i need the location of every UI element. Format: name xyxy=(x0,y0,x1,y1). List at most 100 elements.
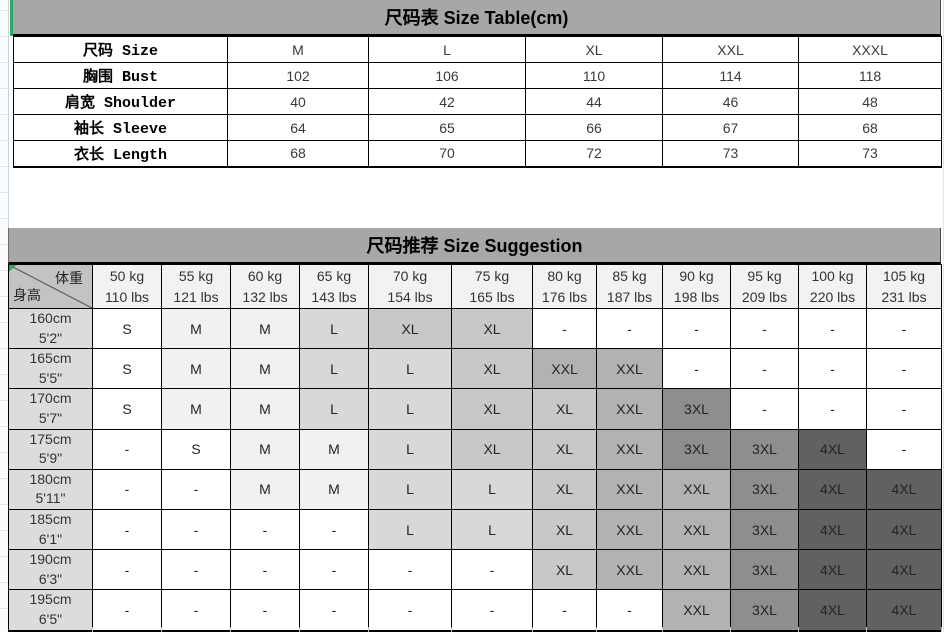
size-table-row: 胸围 Bust 102 106 110 114 118 xyxy=(13,62,942,89)
size-value-cell: 73 xyxy=(798,140,942,167)
suggestion-cell: XL xyxy=(532,508,597,551)
size-value-cell: 67 xyxy=(662,114,799,141)
size-table: 尺码 Size M L XL XXL XXXL 胸围 Bust 102 106 110 114 118… xyxy=(13,36,942,168)
suggestion-cell: L xyxy=(299,307,369,350)
suggestion-cell: L xyxy=(299,388,369,430)
suggestion-cell: - xyxy=(161,468,231,510)
suggestion-cell: XL xyxy=(532,428,597,470)
height-header: 175cm 5'9" xyxy=(8,428,93,470)
size-value-cell: 114 xyxy=(662,62,799,89)
suggestion-cell: XL xyxy=(368,307,452,350)
weight-lbs: 176 lbs xyxy=(541,288,588,305)
column-gridline-tick xyxy=(299,627,300,632)
weight-kg: 80 kg xyxy=(547,268,582,285)
suggestion-cell: - xyxy=(866,307,942,350)
suggestion-cell: XL xyxy=(451,388,533,430)
weight-lbs: 187 lbs xyxy=(606,288,653,305)
suggestion-cell: 3XL xyxy=(730,589,799,632)
size-value-cell: 72 xyxy=(525,140,663,167)
suggestion-cell: - xyxy=(798,388,867,430)
weight-header: 55 kg 121 lbs xyxy=(161,264,231,309)
corner-cell: 体重 身高 xyxy=(8,264,93,309)
size-column-header: L xyxy=(368,36,526,63)
suggestion-cell: M xyxy=(230,307,300,350)
height-header: 195cm 6'5" xyxy=(8,589,93,632)
suggestion-cell: - xyxy=(299,508,369,551)
suggestion-cell: L xyxy=(368,468,452,510)
suggestion-cell: - xyxy=(230,589,300,632)
suggestion-row: 190cm 6'3" - - - - - - XL XXL XXL 3XL 4XL 4XL xyxy=(8,549,942,591)
column-gridline-tick xyxy=(798,627,799,632)
suggestion-cell: M xyxy=(161,307,231,350)
suggestion-cell: 4XL xyxy=(866,549,942,591)
weight-kg: 60 kg xyxy=(247,268,283,285)
suggestion-cell: - xyxy=(92,549,162,591)
height-imperial: 5'9" xyxy=(38,450,63,467)
size-value-cell: 110 xyxy=(525,62,663,89)
size-value-cell: 65 xyxy=(368,114,526,141)
weight-kg: 70 kg xyxy=(392,268,428,285)
height-cm: 175cm xyxy=(29,430,72,447)
suggestion-cell: - xyxy=(798,348,867,390)
weight-header: 80 kg 176 lbs xyxy=(532,264,597,309)
column-gridline-tick xyxy=(596,627,597,632)
corner-weight-label: 体重 xyxy=(55,270,83,286)
suggestion-cell: - xyxy=(662,307,731,350)
size-value-cell: 46 xyxy=(662,88,799,115)
size-value-cell: 64 xyxy=(227,114,369,141)
selection-indicator xyxy=(10,0,13,36)
height-cm: 170cm xyxy=(29,390,72,407)
suggestion-cell: XL xyxy=(451,348,533,390)
column-gridline-tick xyxy=(941,627,942,632)
suggestion-cell: M xyxy=(230,388,300,430)
weight-lbs: 143 lbs xyxy=(311,288,357,305)
suggestion-cell: - xyxy=(230,508,300,551)
height-header: 190cm 6'3" xyxy=(8,549,93,591)
column-gridline-tick xyxy=(662,627,663,632)
sheet-gridline-right xyxy=(943,0,944,632)
suggestion-cell: - xyxy=(161,549,231,591)
suggestion-cell: - xyxy=(161,589,231,632)
height-imperial: 5'7" xyxy=(38,409,63,426)
height-imperial: 5'5" xyxy=(38,369,63,386)
suggestion-cell: 3XL xyxy=(730,428,799,470)
weight-kg: 95 kg xyxy=(747,268,782,285)
size-column-header: XXXL xyxy=(798,36,942,63)
weight-lbs: 121 lbs xyxy=(173,288,219,305)
weight-kg: 50 kg xyxy=(109,268,145,285)
suggestion-cell: M xyxy=(161,388,231,430)
weight-kg: 65 kg xyxy=(316,268,352,285)
weight-header: 95 kg 209 lbs xyxy=(730,264,799,309)
weight-kg: 105 kg xyxy=(882,268,926,285)
suggestion-cell: - xyxy=(596,589,663,632)
height-imperial: 6'1" xyxy=(38,530,63,547)
suggestion-cell: - xyxy=(532,589,597,632)
size-table-row-label: 袖长 Sleeve xyxy=(13,114,228,141)
suggestion-cell: 4XL xyxy=(798,508,867,551)
height-cm: 195cm xyxy=(29,591,72,608)
suggestion-cell: M xyxy=(299,428,369,470)
weight-kg: 75 kg xyxy=(474,268,510,285)
weight-lbs: 209 lbs xyxy=(741,288,788,305)
suggestion-cell: 4XL xyxy=(798,589,867,632)
weight-header: 75 kg 165 lbs xyxy=(451,264,533,309)
column-gridline-tick xyxy=(92,627,93,632)
size-table-row-label: 衣长 Length xyxy=(13,140,228,167)
suggestion-cell: XXL xyxy=(596,348,663,390)
weight-header-row: 体重 身高 50 kg 110 lbs 55 kg 121 lbs 60 kg 132 l… xyxy=(8,264,942,309)
height-header: 165cm 5'5" xyxy=(8,348,93,390)
weight-lbs: 231 lbs xyxy=(881,288,927,305)
weight-lbs: 132 lbs xyxy=(242,288,288,305)
height-imperial: 6'3" xyxy=(38,570,63,587)
size-table-row: 尺码 Size M L XL XXL XXXL xyxy=(13,36,942,63)
suggestion-cell: XXL xyxy=(662,549,731,591)
suggestion-cell: 3XL xyxy=(662,388,731,430)
suggestion-cell: - xyxy=(730,348,799,390)
suggestion-cell: - xyxy=(532,307,597,350)
corner-diagonal-line xyxy=(9,265,92,308)
suggestion-cell: 4XL xyxy=(866,508,942,551)
suggestion-cell: - xyxy=(368,589,452,632)
suggestion-cell: L xyxy=(368,348,452,390)
suggestion-cell: M xyxy=(230,468,300,510)
size-column-header: XL xyxy=(525,36,663,63)
